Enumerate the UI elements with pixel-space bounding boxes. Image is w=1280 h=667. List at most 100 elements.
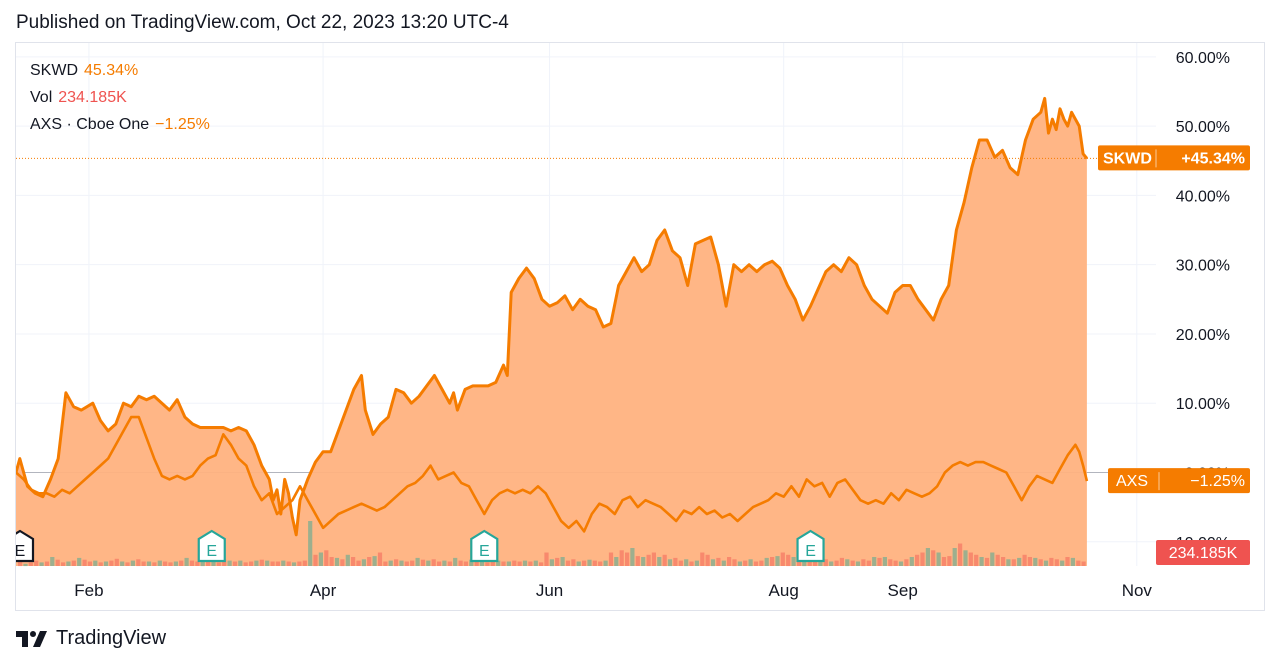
- volume-bar: [184, 557, 189, 566]
- y-axis-tick-label: 50.00%: [1176, 119, 1230, 136]
- volume-bar: [136, 559, 141, 567]
- volume-bar: [958, 543, 963, 566]
- volume-bar: [882, 557, 887, 566]
- volume-bar: [861, 559, 866, 567]
- legend-item-skwd[interactable]: SKWD 45.34%: [30, 57, 210, 84]
- volume-bar: [351, 557, 356, 566]
- volume-bar: [651, 552, 656, 566]
- volume-bar: [512, 560, 517, 566]
- volume-bar: [984, 557, 990, 566]
- volume-bar: [1049, 557, 1054, 566]
- volume-bar: [469, 559, 474, 566]
- volume-bar: [990, 552, 995, 566]
- svg-text:E: E: [16, 543, 25, 560]
- footer-brand[interactable]: TradingView: [16, 627, 166, 650]
- volume-bar: [877, 557, 882, 566]
- volume-bar: [614, 557, 619, 566]
- svg-text:E: E: [479, 543, 490, 560]
- x-axis-tick-label: Jun: [536, 581, 563, 600]
- volume-bar: [345, 554, 350, 567]
- volume-bar: [125, 562, 130, 566]
- chart-frame: 60.00%50.00%40.00%30.00%20.00%10.00%0.00…: [15, 42, 1265, 611]
- volume-bar: [98, 562, 103, 566]
- earnings-marker-icon[interactable]: E: [16, 529, 35, 563]
- volume-bar: [55, 559, 60, 566]
- volume-bar: [555, 557, 560, 566]
- volume-bar: [71, 560, 76, 566]
- volume-bar: [764, 557, 769, 566]
- x-axis-tick-label: Apr: [310, 581, 337, 600]
- volume-bar: [163, 561, 168, 566]
- volume-bar: [673, 557, 678, 566]
- volume-bar: [915, 554, 920, 567]
- volume-bar: [995, 554, 1000, 567]
- volume-bar: [302, 560, 307, 566]
- volume-bar: [308, 521, 313, 566]
- volume-bar: [705, 554, 710, 567]
- volume-bar: [109, 560, 114, 566]
- volume-bar: [216, 562, 221, 566]
- volume-bar: [501, 561, 506, 566]
- volume-bar: [1081, 561, 1086, 566]
- volume-bar: [39, 562, 44, 566]
- volume-bar: [103, 561, 109, 566]
- volume-bar: [909, 557, 914, 566]
- volume-bar: [254, 560, 259, 566]
- y-axis-tick-label: 40.00%: [1176, 188, 1230, 205]
- legend-symbol: SKWD: [30, 62, 78, 79]
- volume-bar: [898, 561, 904, 566]
- legend-item-vol[interactable]: Vol 234.185K: [30, 84, 210, 111]
- volume-bar: [426, 560, 431, 566]
- volume-bar: [829, 561, 834, 566]
- volume-bar: [941, 557, 947, 566]
- y-axis-tick-label: 20.00%: [1176, 327, 1230, 344]
- volume-bar: [281, 560, 286, 566]
- volume-bar: [227, 560, 232, 566]
- volume-bar: [834, 560, 839, 566]
- volume-bar: [28, 562, 33, 566]
- volume-bar: [528, 561, 533, 566]
- earnings-marker-icon[interactable]: E: [197, 529, 226, 563]
- legend-item-axs[interactable]: AXS · Cboe One −1.25%: [30, 111, 210, 138]
- volume-bar: [721, 560, 726, 566]
- axs-axis-label: [1108, 468, 1250, 494]
- volume-bar: [474, 561, 479, 566]
- volume-bar: [146, 561, 152, 566]
- volume-bar: [630, 548, 635, 566]
- volume-bar: [598, 561, 603, 566]
- volume-bar: [1038, 559, 1043, 567]
- volume-bar: [130, 560, 135, 566]
- volume-bar: [334, 557, 340, 566]
- volume-bar: [936, 552, 941, 566]
- volume-bar: [872, 557, 877, 566]
- chart-area[interactable]: 60.00%50.00%40.00%30.00%20.00%10.00%0.00…: [16, 43, 1264, 610]
- earnings-marker-icon[interactable]: E: [470, 529, 499, 563]
- volume-bar: [61, 562, 66, 566]
- axs-line: [16, 415, 1089, 533]
- volume-bar: [539, 562, 544, 566]
- volume-bar: [77, 557, 82, 566]
- volume-bar: [904, 559, 909, 567]
- volume-bar: [667, 559, 673, 567]
- volume-bar: [372, 556, 377, 566]
- volume-bar: [399, 560, 404, 566]
- volume-bar: [753, 561, 759, 566]
- volume-bar: [866, 560, 871, 566]
- volume-bar: [238, 560, 243, 566]
- volume-bar: [635, 556, 640, 566]
- volume-axis-label-value: 234.185K: [1169, 545, 1238, 562]
- x-axis-tick-label: Nov: [1122, 581, 1153, 600]
- volume-bar: [195, 561, 200, 566]
- volume-bar: [265, 560, 270, 566]
- volume-bar: [780, 552, 785, 566]
- volume-bar: [82, 559, 87, 566]
- volume-bar: [377, 552, 383, 566]
- volume-bar: [453, 557, 458, 566]
- legend-value: 45.34%: [84, 62, 139, 79]
- earnings-marker-icon[interactable]: E: [796, 529, 825, 563]
- volume-bar: [576, 561, 581, 566]
- volume-bar: [560, 557, 565, 566]
- volume-bar: [716, 557, 721, 566]
- volume-bar: [173, 561, 178, 566]
- volume-bar: [93, 560, 98, 566]
